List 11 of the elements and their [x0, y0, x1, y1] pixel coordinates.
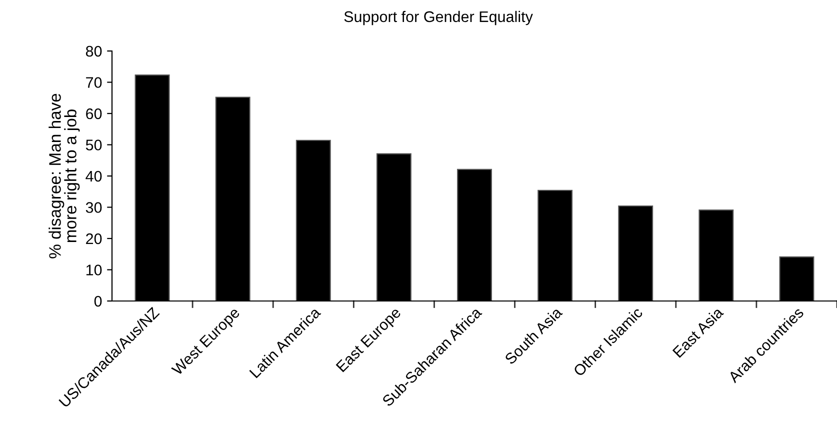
chart-title: Support for Gender Equality — [344, 10, 533, 26]
y-tick-label: 80 — [86, 46, 102, 57]
y-tick-label: 60 — [86, 108, 102, 120]
y-tick-label: 50 — [86, 140, 102, 150]
y-axis-title: % disagree: Man have more right to a job — [48, 94, 80, 258]
y-tick-label: 40 — [86, 170, 102, 182]
y-tick-label: 0 — [94, 296, 102, 307]
y-tick-label: 30 — [86, 202, 102, 213]
y-tick-label: 10 — [86, 264, 102, 276]
y-tick-label: 20 — [86, 233, 102, 244]
y-tick-label: 70 — [86, 77, 102, 88]
